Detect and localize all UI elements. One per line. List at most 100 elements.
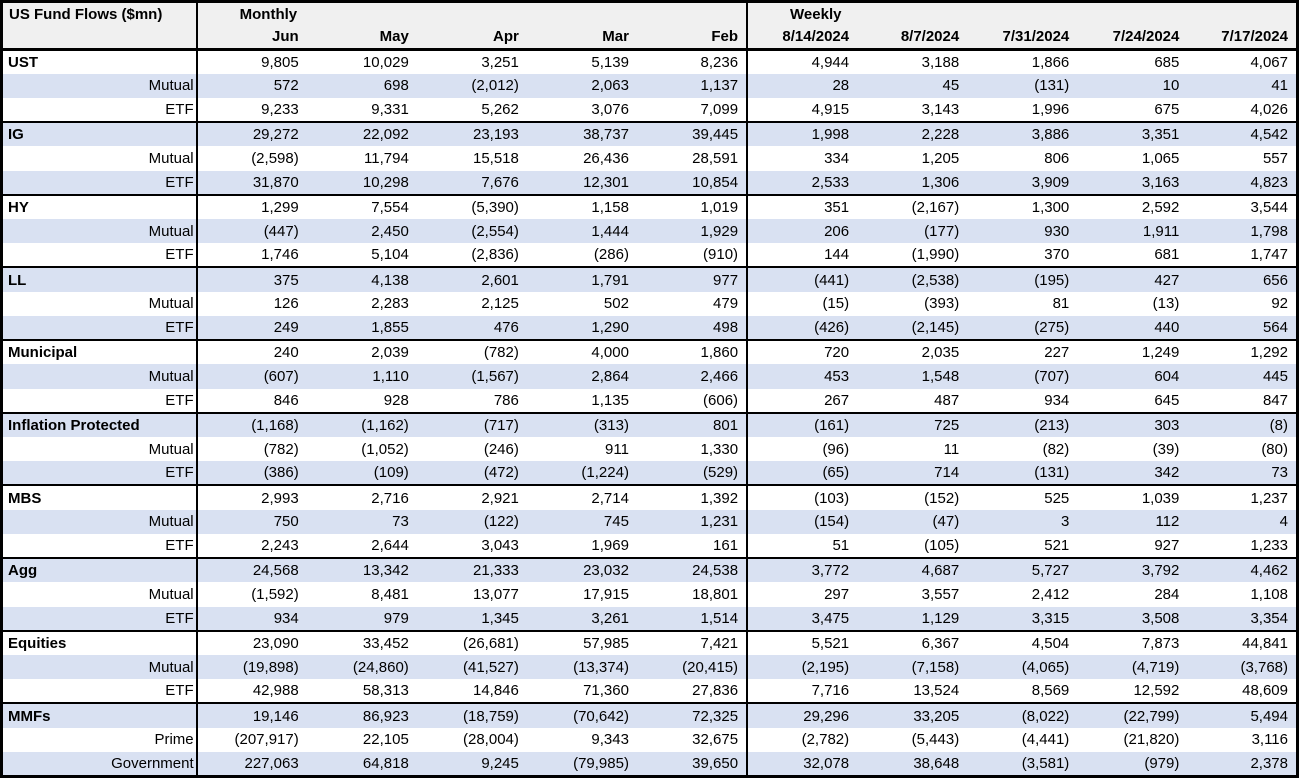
monthly-col-header: Mar xyxy=(526,25,637,50)
value-cell: 3,351 xyxy=(1077,122,1188,147)
value-cell: 1,929 xyxy=(636,219,748,244)
value-cell: (2,012) xyxy=(416,73,527,98)
value-cell: (8) xyxy=(1187,412,1298,437)
value-cell: (529) xyxy=(636,461,748,486)
value-cell: (28,004) xyxy=(463,731,519,749)
value-cell: (2,598) xyxy=(251,149,299,167)
value-cell: 1,290 xyxy=(526,315,637,341)
value-cell: 3,076 xyxy=(591,101,629,119)
value-cell: 681 xyxy=(1154,246,1180,264)
value-cell: 1,065 xyxy=(1141,149,1180,167)
value-cell: 161 xyxy=(713,536,739,554)
value-cell: 2,644 xyxy=(371,536,409,554)
value-cell: 445 xyxy=(1187,364,1298,389)
value-cell: 3,557 xyxy=(921,585,960,603)
table-row: Mutual (2,598) 11,794 15,518 26,436 28,591 334… xyxy=(1,146,1298,171)
value-cell: 453 xyxy=(746,364,858,389)
value-cell: 28 xyxy=(746,73,858,98)
value-cell: 6,367 xyxy=(921,634,960,652)
value-cell: (131) xyxy=(967,73,1078,98)
value-cell: (8,022) xyxy=(967,703,1078,728)
value-cell: (393) xyxy=(924,295,960,313)
monthly-col-header: Apr xyxy=(416,25,527,50)
value-cell: 847 xyxy=(1262,391,1288,409)
value-cell: 31,870 xyxy=(196,170,307,195)
table-row: Mutual (782) (1,052) (246) 911 1,330 (96) 11 (82… xyxy=(1,437,1298,462)
value-cell: 3,475 xyxy=(746,606,858,631)
value-cell: 685 xyxy=(1154,53,1180,71)
value-cell: (26,681) xyxy=(463,634,519,652)
value-cell: (426) xyxy=(746,315,858,341)
value-cell: (131) xyxy=(967,461,1078,486)
value-cell: 675 xyxy=(1154,101,1180,119)
monthly-col-header: Jun xyxy=(196,25,307,50)
value-cell: 502 xyxy=(603,295,629,313)
value-cell: 745 xyxy=(526,509,637,534)
value-cell: 927 xyxy=(1154,536,1180,554)
value-cell: 750 xyxy=(196,509,307,534)
subcategory-label: Mutual xyxy=(1,73,198,98)
value-cell: 2,921 xyxy=(481,489,519,507)
value-cell: 42,988 xyxy=(252,682,299,700)
value-cell: 1,911 xyxy=(1077,219,1188,244)
value-cell: (13) xyxy=(1152,295,1180,313)
value-cell: 3,886 xyxy=(967,122,1078,147)
value-cell: 3,116 xyxy=(1251,731,1288,749)
value-cell: (18,759) xyxy=(416,703,527,728)
value-cell: 26,436 xyxy=(583,149,629,167)
subcategory-label: ETF xyxy=(1,243,198,268)
value-cell: 1,231 xyxy=(636,509,748,534)
value-cell: 977 xyxy=(636,267,748,292)
value-cell: (2,782) xyxy=(746,727,858,752)
value-cell: 2,125 xyxy=(481,295,519,313)
value-cell: 2,601 xyxy=(416,267,527,292)
value-cell: 806 xyxy=(1044,149,1070,167)
value-cell: 3 xyxy=(967,509,1078,534)
value-cell: (103) xyxy=(746,485,858,510)
value-cell: 572 xyxy=(196,73,307,98)
value-cell: 334 xyxy=(746,146,858,171)
value-cell: 18,801 xyxy=(692,585,739,603)
value-cell: 21,333 xyxy=(416,558,527,583)
value-cell: 24,568 xyxy=(196,558,307,583)
value-cell: (4,065) xyxy=(967,654,1078,680)
value-cell: 3,043 xyxy=(481,536,519,554)
value-cell: (195) xyxy=(967,267,1078,292)
value-cell: 7,421 xyxy=(700,634,739,652)
column-header-row: Jun May Apr Mar Feb 8/14/2024 8/7/2024 7/31/202… xyxy=(2,25,1298,50)
value-cell: 11,794 xyxy=(364,149,409,167)
value-cell: 1,300 xyxy=(1031,198,1070,216)
value-cell: 267 xyxy=(746,388,858,413)
value-cell: 73 xyxy=(1187,461,1298,486)
value-cell: 1,548 xyxy=(857,364,968,389)
value-cell: 3,143 xyxy=(921,101,960,119)
value-cell: 9,233 xyxy=(261,101,299,119)
value-cell: 57,985 xyxy=(583,634,629,652)
value-cell: 1,233 xyxy=(1250,536,1288,554)
value-cell: 3,188 xyxy=(921,53,960,71)
value-cell: (2,195) xyxy=(746,654,858,680)
value-cell: 45 xyxy=(857,73,968,98)
value-cell: 3,544 xyxy=(1250,198,1288,216)
value-cell: 375 xyxy=(196,267,307,292)
value-cell: (177) xyxy=(857,219,968,244)
table-row: ETF 934 979 1,345 3,261 1,514 3,475 1,129 3,315 3… xyxy=(1,606,1298,631)
value-cell: 2,243 xyxy=(261,536,299,554)
value-cell: (161) xyxy=(746,412,858,437)
value-cell: 4,067 xyxy=(1250,53,1288,71)
subcategory-label: ETF xyxy=(1,461,198,486)
value-cell: 3,909 xyxy=(967,170,1078,195)
value-cell: 86,923 xyxy=(306,703,417,728)
value-cell: 1,129 xyxy=(857,606,968,631)
value-cell: (1,592) xyxy=(251,585,299,603)
value-cell: 51 xyxy=(746,533,858,559)
value-cell: 284 xyxy=(1154,585,1180,603)
subcategory-label: ETF xyxy=(1,388,198,413)
value-cell: 1,444 xyxy=(526,219,637,244)
value-cell: 5,727 xyxy=(967,558,1078,583)
value-cell: 9,245 xyxy=(416,751,527,777)
category-label: MMFs xyxy=(1,703,198,728)
value-cell: 1,969 xyxy=(591,536,629,554)
value-cell: (20,415) xyxy=(636,654,748,680)
value-cell: 1,292 xyxy=(1250,344,1288,362)
